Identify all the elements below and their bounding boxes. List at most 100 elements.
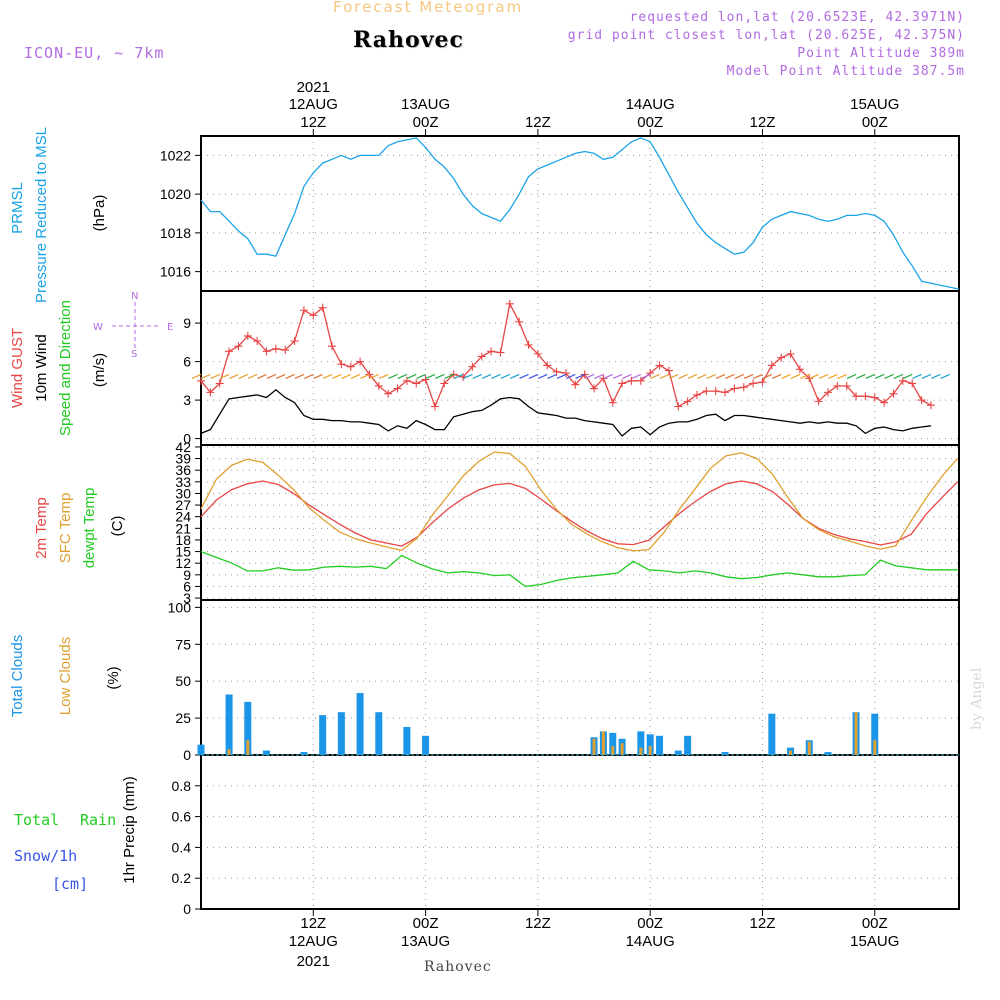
- low-cloud-bar: [592, 738, 596, 755]
- bottom-axis-hour: 00Z: [862, 915, 888, 932]
- wind-barb: [612, 373, 623, 379]
- gust-point: [309, 311, 318, 320]
- gust-point: [646, 369, 655, 378]
- y-tick-label: 36: [175, 462, 191, 478]
- wind-barb: [219, 373, 230, 379]
- y-tick-label: 25: [175, 710, 191, 726]
- wind-barb: [275, 373, 286, 379]
- gust-point: [197, 376, 205, 385]
- total-clouds-label: Total Clouds: [9, 635, 26, 718]
- wind-barb: [931, 373, 941, 379]
- wind-barb: [406, 373, 417, 379]
- t2m-line: [200, 480, 959, 547]
- requested-coords: requested lon,lat (20.6523E, 42.3971N): [629, 10, 965, 25]
- gust-point: [889, 389, 898, 398]
- gust-point: [608, 398, 617, 407]
- wind-barb: [247, 373, 258, 379]
- gust-point: [674, 402, 683, 411]
- low-cloud-bar: [227, 749, 231, 755]
- gust-point: [833, 381, 842, 390]
- y-tick-label: 21: [175, 520, 191, 536]
- gust-point: [328, 342, 337, 351]
- gust-point: [571, 380, 580, 389]
- gust-point: [215, 379, 224, 388]
- y-tick-label: 6: [183, 578, 191, 594]
- precip-unit: 1hr Precip (mm): [121, 776, 138, 884]
- wind-barb: [669, 373, 679, 379]
- y-tick-label: 15: [175, 544, 191, 560]
- gust-point: [271, 344, 280, 353]
- snow-unit-label: [cm]: [52, 875, 88, 893]
- y-tick-label: 0.2: [172, 870, 192, 886]
- wind-barb: [584, 373, 595, 379]
- y-tick-label: 3: [183, 590, 191, 606]
- wind-barb: [547, 373, 557, 379]
- low-cloud-bar: [854, 712, 858, 755]
- y-tick-label: 24: [175, 509, 191, 525]
- gust-point: [730, 384, 739, 393]
- gust-point: [870, 393, 879, 402]
- low-cloud-bar: [620, 743, 624, 755]
- top-axis-hour: 00Z: [862, 114, 888, 131]
- total-cloud-bar: [263, 750, 271, 755]
- gust-point: [430, 402, 439, 411]
- y-tick-label: 100: [168, 599, 192, 615]
- gust-point: [861, 392, 870, 401]
- total-cloud-bar: [871, 713, 879, 755]
- wind-barb: [697, 373, 707, 379]
- bottom-axis-date: 13AUG: [401, 933, 450, 950]
- pressure-label-long: Pressure Reduced to MSL: [33, 127, 50, 303]
- low-cloud-bar: [246, 740, 250, 755]
- gust-point: [384, 389, 393, 398]
- gust-point: [767, 361, 776, 370]
- total-cloud-bar: [684, 735, 692, 755]
- wind-barb: [678, 373, 688, 379]
- wind-barb: [790, 373, 801, 379]
- low-cloud-bar: [807, 741, 811, 755]
- pressure-label-short: PRMSL: [9, 182, 26, 234]
- y-tick-label: 1022: [160, 147, 191, 163]
- point-altitude: Point Altitude 389m: [797, 46, 965, 61]
- y-tick-label: 6: [183, 354, 191, 370]
- wind-barb: [771, 373, 782, 379]
- gust-point: [590, 384, 599, 393]
- gust-point: [515, 317, 524, 326]
- y-tick-label: 30: [175, 485, 191, 501]
- compass-e: E: [167, 322, 173, 333]
- gust-point: [253, 337, 262, 346]
- top-axis-hour: 12Z: [750, 114, 776, 131]
- y-tick-label: 1016: [160, 264, 191, 280]
- wind-label: 10m Wind: [33, 334, 50, 402]
- gust-point: [795, 365, 804, 374]
- wind-barb: [191, 373, 202, 379]
- gust-point: [421, 375, 430, 384]
- footer-location: Rahovec: [424, 959, 492, 975]
- gust-label: Wind GUST: [9, 328, 26, 408]
- forecast-title: Forecast Meteogram: [333, 0, 524, 16]
- low-cloud-bar: [611, 746, 615, 755]
- pressure-line: [200, 137, 960, 290]
- low-cloud-bar: [601, 731, 605, 755]
- y-tick-label: 75: [175, 636, 191, 652]
- wind-barb: [622, 373, 632, 379]
- gust-point: [412, 379, 421, 388]
- total-cloud-bar: [637, 731, 645, 755]
- total-cloud-bar: [609, 732, 617, 755]
- y-tick-label: 0: [183, 747, 191, 763]
- wind-barb: [378, 373, 389, 379]
- wind-barb: [491, 373, 501, 379]
- gust-point: [449, 370, 458, 379]
- dewpt-line: [200, 550, 958, 588]
- y-tick-label: 0: [183, 431, 191, 447]
- wind-barb: [360, 373, 370, 379]
- low-cloud-bar: [873, 740, 877, 755]
- gust-point: [225, 347, 234, 356]
- gust-point: [618, 379, 627, 388]
- wind-barb: [304, 373, 314, 379]
- wind-barb: [734, 373, 745, 379]
- top-axis-hour: 12Z: [525, 114, 551, 131]
- gust-point: [440, 379, 449, 388]
- wind-barb: [781, 373, 791, 379]
- top-axis-date: 13AUG: [401, 96, 450, 113]
